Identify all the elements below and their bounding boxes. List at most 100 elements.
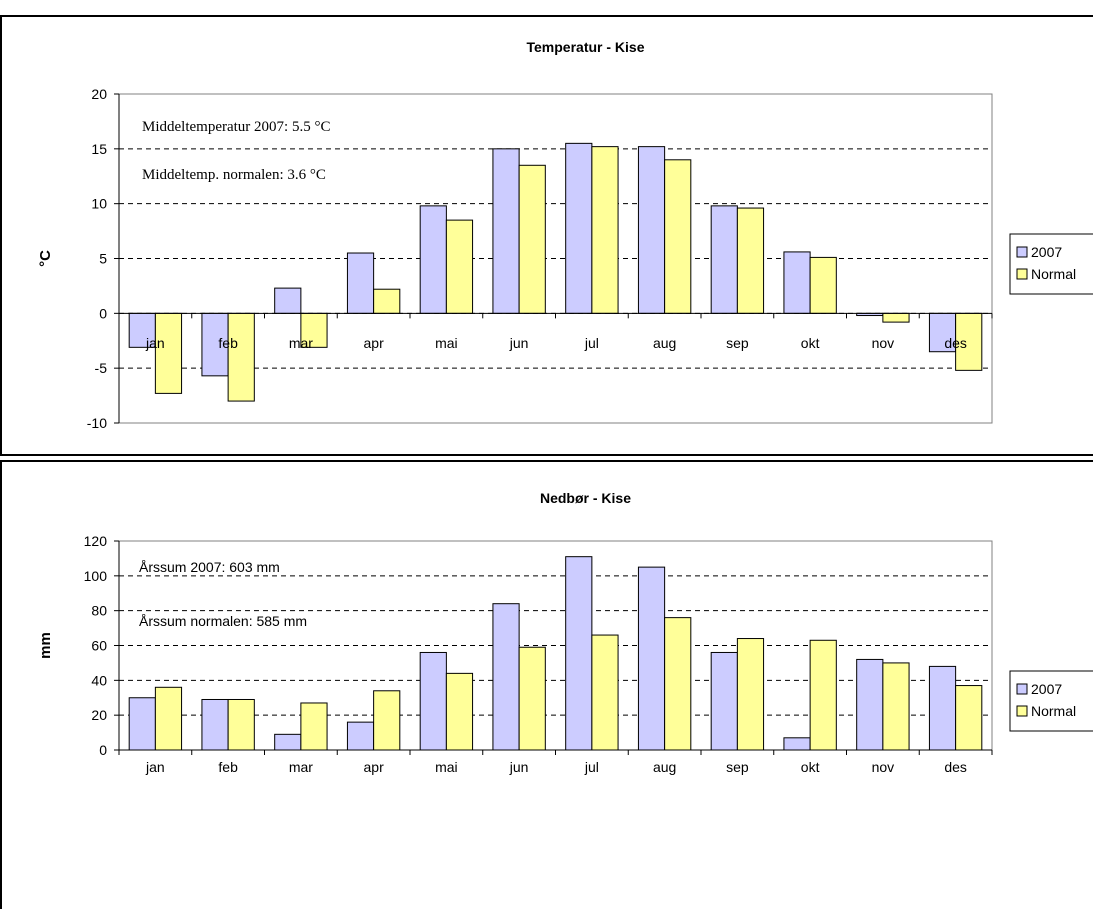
temperature-bar-2007-apr	[346, 252, 375, 314]
precipitation-x-tick-label: mar	[289, 759, 313, 775]
temperature-x-tick-label: jan	[145, 335, 165, 351]
precipitation-bar-2007-aug	[637, 566, 666, 751]
precipitation-y-tick-label: 20	[91, 707, 107, 723]
precipitation-bar-2007-nov	[856, 658, 884, 751]
temperature-bar-normal-mar	[300, 312, 328, 348]
precipitation-x-tick-label: jul	[584, 759, 599, 775]
precipitation-chart-title: Nedbør - Kise	[540, 490, 631, 506]
precipitation-bar-normal-nov	[882, 662, 910, 751]
precipitation-x-tick-label: jan	[145, 759, 165, 775]
temperature-x-tick-label: sep	[726, 335, 749, 351]
temperature-bar-normal-nov	[882, 312, 910, 323]
temperature-legend-swatch-normal	[1016, 268, 1028, 280]
temperature-y-tick-label: 15	[91, 141, 107, 157]
precipitation-bar-normal-jan	[154, 686, 183, 751]
temperature-x-tick-label: okt	[801, 335, 820, 351]
precipitation-x-tick-label: aug	[653, 759, 676, 775]
precipitation-y-tick-label: 100	[84, 568, 108, 584]
precipitation-x-tick-label: mai	[435, 759, 458, 775]
temperature-chart: Temperatur - Kise 20 15 10 5 0 -5 -10 jan feb mar a…	[37, 39, 1093, 431]
precipitation-y-tick-label: 0	[99, 742, 107, 758]
temperature-y-tick-label: 5	[99, 251, 107, 267]
temperature-bar-2007-mai	[419, 205, 447, 314]
temperature-chart-panel: Temperatur - Kise 20 15 10 5 0 -5 -10 jan feb mar a…	[0, 15, 1093, 456]
temperature-y-tick-label: 0	[99, 305, 107, 321]
temperature-bar-2007-jul	[565, 142, 593, 314]
precipitation-bar-2007-feb	[201, 698, 229, 751]
temperature-bar-2007-aug	[637, 146, 666, 314]
temperature-legend-label-normal: Normal	[1031, 266, 1076, 282]
precipitation-y-tick-label: 60	[91, 638, 107, 654]
precipitation-bar-2007-mar	[274, 733, 302, 751]
precipitation-x-tick-label: apr	[364, 759, 385, 775]
precipitation-y-tick-label: 40	[91, 672, 107, 688]
precipitation-bar-2007-jul	[565, 556, 593, 751]
temperature-y-tick-label: 10	[91, 196, 107, 212]
precipitation-legend-label-normal: Normal	[1031, 703, 1076, 719]
precipitation-bar-2007-sep	[710, 651, 738, 751]
temperature-bar-normal-mai	[445, 219, 474, 314]
temperature-annotation: Middeltemperatur 2007: 5.5 °C	[142, 119, 330, 135]
temperature-y-tick-label: -10	[87, 415, 107, 431]
precipitation-y-tick-label: 120	[84, 533, 108, 549]
precipitation-bar-2007-mai	[419, 651, 447, 751]
temperature-legend	[1009, 233, 1093, 295]
temperature-legend-label-2007: 2007	[1031, 244, 1062, 260]
temperature-x-tick-label: mar	[289, 335, 313, 351]
temperature-annotation: Middeltemp. normalen: 3.6 °C	[142, 167, 326, 183]
temperature-x-tick-label: feb	[218, 335, 238, 351]
precipitation-chart-panel: Nedbør - Kise 120 100 80 60 40 20 0 jan feb mar apr…	[0, 460, 1093, 909]
precipitation-x-tick-label: jun	[509, 759, 529, 775]
precipitation-bar-normal-jun	[518, 646, 546, 751]
precipitation-annotation: Årssum 2007: 603 mm	[139, 559, 280, 575]
temperature-bar-normal-feb	[227, 312, 255, 402]
temperature-y-tick-label: -5	[95, 360, 108, 376]
temperature-chart-title: Temperatur - Kise	[527, 39, 645, 55]
precipitation-bar-normal-aug	[664, 617, 692, 751]
temperature-bar-normal-jan	[154, 312, 183, 394]
precipitation-bar-normal-mar	[300, 702, 328, 751]
temperature-bar-normal-jul	[591, 146, 619, 314]
temperature-bar-2007-okt	[783, 251, 811, 314]
precipitation-bar-2007-jan	[128, 697, 156, 751]
precipitation-bar-normal-sep	[736, 638, 765, 751]
temperature-y-axis-label: °C	[37, 250, 54, 267]
precipitation-x-tick-label: feb	[218, 759, 238, 775]
precipitation-x-tick-label: okt	[801, 759, 820, 775]
precipitation-x-tick-label: des	[944, 759, 967, 775]
precipitation-legend-label-2007: 2007	[1031, 681, 1062, 697]
precipitation-legend-swatch-normal	[1016, 705, 1028, 717]
temperature-x-tick-label: apr	[364, 335, 385, 351]
precipitation-bar-normal-jul	[591, 634, 619, 751]
temperature-y-tick-label: 20	[91, 86, 107, 102]
precipitation-legend	[1009, 670, 1093, 732]
temperature-x-tick-label: aug	[653, 335, 676, 351]
precipitation-bar-normal-apr	[373, 690, 401, 751]
temperature-x-tick-label: des	[944, 335, 967, 351]
temperature-x-tick-label: jul	[584, 335, 599, 351]
temperature-bar-2007-jun	[492, 148, 520, 314]
precipitation-bar-2007-apr	[346, 721, 375, 751]
temperature-bar-normal-sep	[736, 207, 765, 314]
precipitation-bar-2007-okt	[783, 737, 811, 751]
precipitation-bar-2007-des	[928, 665, 957, 751]
precipitation-y-tick-label: 80	[91, 603, 107, 619]
temperature-bar-normal-aug	[664, 159, 692, 314]
precipitation-x-tick-label: sep	[726, 759, 749, 775]
precipitation-bar-2007-jun	[492, 603, 520, 751]
temperature-bar-2007-des	[928, 312, 957, 353]
precipitation-bar-normal-feb	[227, 698, 255, 751]
temperature-x-tick-label: nov	[872, 335, 895, 351]
temperature-bar-2007-mar	[274, 287, 302, 314]
temperature-x-tick-label: jun	[509, 335, 529, 351]
precipitation-bar-normal-okt	[809, 639, 837, 751]
temperature-bar-normal-des	[955, 312, 983, 371]
temperature-bar-2007-sep	[710, 205, 738, 314]
precipitation-bar-normal-mai	[445, 672, 474, 751]
temperature-bar-normal-okt	[809, 256, 837, 314]
precipitation-x-tick-label: nov	[872, 759, 895, 775]
temperature-x-tick-label: mai	[435, 335, 458, 351]
precipitation-bar-normal-des	[955, 685, 983, 751]
temperature-bar-normal-apr	[373, 288, 401, 314]
precipitation-chart: Nedbør - Kise 120 100 80 60 40 20 0 jan feb mar apr…	[37, 490, 1093, 775]
